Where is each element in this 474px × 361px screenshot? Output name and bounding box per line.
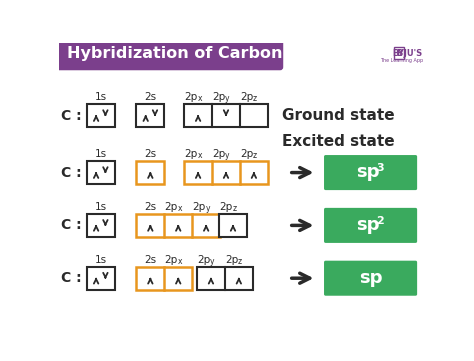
Text: y: y — [205, 204, 210, 213]
Text: 2s: 2s — [144, 255, 156, 265]
FancyBboxPatch shape — [324, 261, 417, 296]
Text: 2p: 2p — [212, 92, 225, 102]
Text: 1s: 1s — [95, 202, 107, 212]
Text: BYJU'S: BYJU'S — [392, 49, 423, 58]
Bar — [137, 104, 164, 127]
Text: 2p: 2p — [164, 255, 177, 265]
Text: 2: 2 — [376, 216, 384, 226]
FancyBboxPatch shape — [324, 155, 417, 190]
Bar — [219, 214, 247, 237]
Bar — [137, 267, 192, 290]
FancyBboxPatch shape — [56, 37, 283, 70]
Bar — [184, 104, 268, 127]
Text: Excited state: Excited state — [282, 135, 395, 149]
Text: 2p: 2p — [192, 202, 205, 212]
Text: 1s: 1s — [95, 255, 107, 265]
Text: x: x — [197, 94, 202, 103]
Bar — [87, 267, 115, 290]
Text: 2p: 2p — [184, 149, 197, 159]
Text: y: y — [210, 257, 215, 266]
Bar — [197, 267, 253, 290]
Text: x: x — [197, 151, 202, 160]
Text: sp: sp — [356, 163, 379, 181]
Text: 2p: 2p — [212, 149, 225, 159]
Text: sp: sp — [359, 269, 383, 287]
Text: C :: C : — [61, 271, 82, 285]
Text: 2s: 2s — [144, 92, 156, 102]
Text: C :: C : — [61, 218, 82, 232]
Text: B: B — [396, 49, 402, 58]
Text: C :: C : — [61, 166, 82, 179]
Text: 3: 3 — [376, 163, 383, 173]
Text: z: z — [238, 257, 242, 266]
Bar — [87, 161, 115, 184]
Text: x: x — [177, 257, 182, 266]
Bar — [87, 104, 115, 127]
Text: 2s: 2s — [144, 202, 156, 212]
Text: 2p: 2p — [219, 202, 232, 212]
Text: y: y — [225, 94, 230, 103]
Text: z: z — [232, 204, 237, 213]
Text: x: x — [177, 204, 182, 213]
Text: The Learning App: The Learning App — [380, 58, 423, 63]
Bar — [137, 214, 220, 237]
Text: z: z — [253, 94, 257, 103]
Bar — [137, 161, 164, 184]
Text: 2p: 2p — [240, 149, 253, 159]
Bar — [87, 214, 115, 237]
Bar — [394, 47, 404, 60]
Text: y: y — [225, 151, 230, 160]
Text: 2p: 2p — [164, 202, 177, 212]
FancyBboxPatch shape — [324, 208, 417, 243]
Text: 2p: 2p — [240, 92, 253, 102]
Text: z: z — [253, 151, 257, 160]
Text: 1s: 1s — [95, 149, 107, 159]
Text: 2p: 2p — [184, 92, 197, 102]
Text: 2s: 2s — [144, 149, 156, 159]
Text: 2p: 2p — [197, 255, 210, 265]
Text: C :: C : — [61, 109, 82, 123]
Text: 1s: 1s — [95, 92, 107, 102]
Bar — [184, 161, 268, 184]
Text: 2p: 2p — [225, 255, 238, 265]
Text: sp: sp — [356, 216, 379, 234]
Text: Ground state: Ground state — [282, 108, 395, 123]
Text: Hybridization of Carbon: Hybridization of Carbon — [67, 46, 283, 61]
